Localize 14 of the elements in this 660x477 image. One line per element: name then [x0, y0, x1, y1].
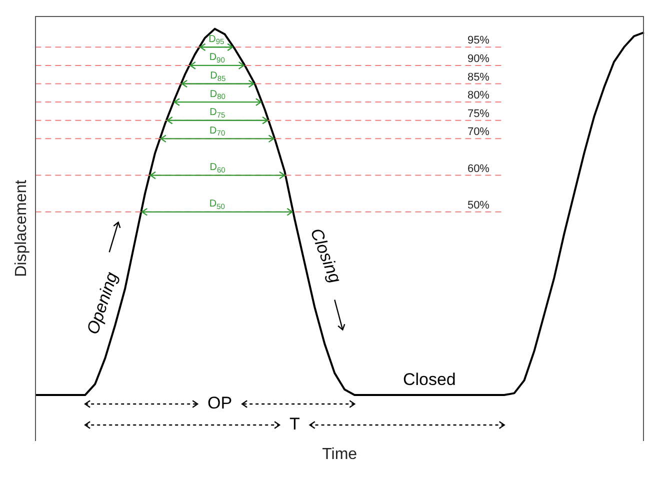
ref-line-label: 50%: [467, 199, 490, 212]
ref-line-label: 80%: [467, 90, 490, 102]
ref-line-label: 60%: [467, 162, 490, 175]
x-axis-title: Time: [322, 446, 358, 463]
ref-line-label: 70%: [467, 126, 490, 138]
y-axis-title: Displacement: [13, 179, 30, 277]
annotation: Closed: [402, 370, 456, 390]
ref-line-label: 85%: [467, 71, 490, 84]
ref-line-label: 75%: [467, 108, 490, 120]
text: T: [289, 414, 300, 434]
ref-line-label: 90%: [467, 52, 490, 65]
annotation: Closing: [306, 226, 346, 286]
annotation: OP: [208, 394, 232, 413]
ref-line-label: 95%: [467, 34, 490, 47]
